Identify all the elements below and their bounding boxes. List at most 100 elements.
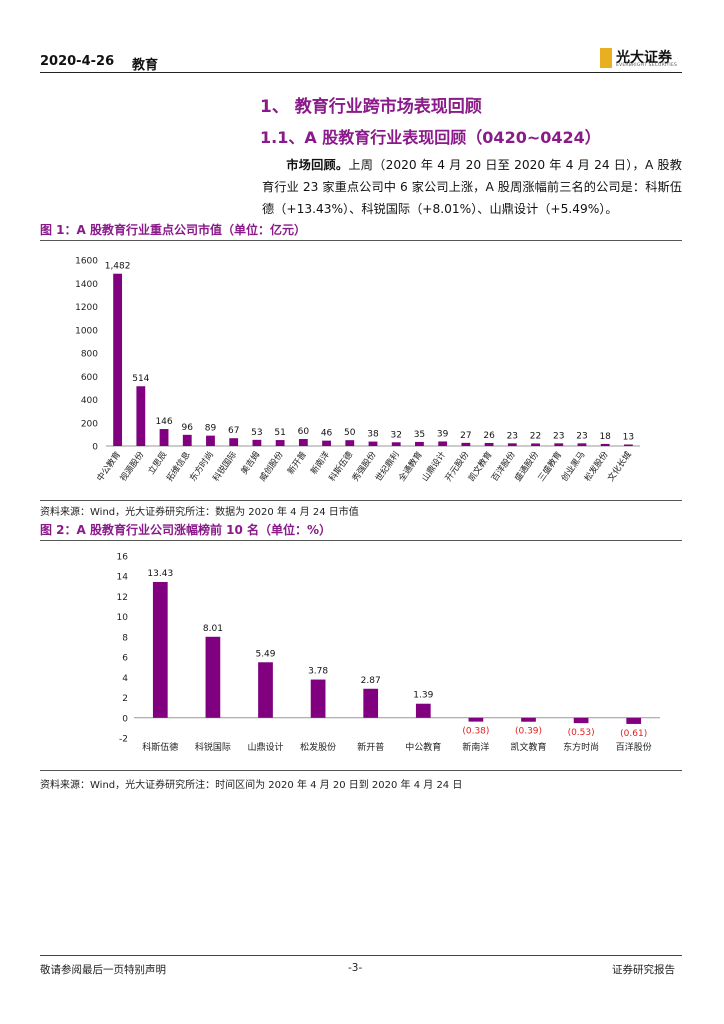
figure1-chart: 020040060080010001200140016001,482中公教育51… [75,257,640,484]
header-section: 教育 [132,58,159,73]
data-label: 39 [437,429,449,439]
subsection-heading: 1.1、A 股教育行业表现回顾（0420~0424） [260,128,601,147]
x-tick-label: 科锐国际 [195,741,231,753]
x-tick-label: 东方时尚 [563,741,599,753]
x-tick-label: 科斯伍德 [142,741,178,753]
bar [577,443,587,446]
y-tick-label: 12 [117,593,128,603]
data-label: 146 [155,417,172,427]
x-tick-label: 新开普 [285,449,309,477]
logo-text: 光大证券 [616,50,672,66]
y-tick-label: 400 [81,396,98,406]
bar [438,441,448,446]
y-tick-label: 14 [117,573,129,583]
header-date: 2020-4-26 [40,54,115,69]
data-label: 514 [132,374,149,384]
data-label: 27 [460,431,471,441]
x-tick-label: 科锐国际 [211,449,240,484]
data-label: (0.38) [462,727,489,737]
data-label: 50 [344,428,356,438]
bar [600,443,610,446]
data-label: 23 [576,431,587,441]
y-tick-label: -2 [119,735,128,745]
bar [310,679,326,718]
y-tick-label: 8 [122,633,128,643]
figure1-source: 资料来源：Wind，光大证券研究所注：数据为 2020 年 4 月 24 日市值 [40,507,359,518]
x-tick-label: 山鼎设计 [247,741,283,753]
bar [159,429,169,446]
data-label: 8.01 [203,624,223,634]
bar [484,442,494,446]
bar [391,442,401,446]
bar [626,717,642,724]
data-label: 5.49 [255,649,275,659]
bar [113,273,123,446]
brand-logo: 光大证券 EVERBRIGHT SECURITIES [600,46,684,70]
y-tick-label: 10 [117,613,129,623]
bar [205,636,221,718]
y-tick-label: 1000 [75,326,98,336]
data-label: 22 [530,431,541,441]
x-tick-label: 百洋股份 [616,741,652,753]
data-label: (0.39) [515,727,542,737]
page-number: -3- [348,962,363,974]
y-tick-label: 1200 [75,303,98,313]
bar [152,581,168,718]
data-label: 13 [623,432,634,442]
bar [415,703,431,718]
data-label: (0.53) [568,728,595,738]
section-heading: 1、 教育行业跨市场表现回顾 [260,97,482,117]
x-tick-label: 新南洋 [462,741,489,753]
y-tick-label: 16 [117,553,129,563]
data-label: 3.78 [308,667,328,677]
bar [415,441,424,446]
bar [468,717,484,722]
bar [531,443,540,446]
bar [363,688,379,718]
figure1-top-rule [40,240,682,241]
footer-report-type: 证券研究报告 [612,964,675,976]
data-label: 35 [414,430,425,440]
figure2-title: 图 2：A 股教育行业公司涨幅榜前 10 名（单位：%） [40,523,332,537]
bar [258,662,273,718]
bar [368,441,378,446]
paragraph-body: 上周（2020 年 4 月 20 日至 2020 年 4 月 24 日），A 股… [262,158,682,216]
bar [229,438,239,446]
x-tick-label: 美吉姆 [239,449,263,477]
y-tick-label: 1600 [75,257,98,267]
bar [461,442,471,446]
data-label: 67 [228,426,239,436]
bar [322,440,331,446]
data-label: 38 [367,430,379,440]
market-review-paragraph: 市场回顾。上周（2020 年 4 月 20 日至 2020 年 4 月 24 日… [262,154,682,220]
x-tick-label: 松发股份 [300,741,336,753]
bar [521,717,536,722]
x-tick-label: 威创股份 [257,449,286,484]
bar [345,440,355,446]
logo-mark-icon [600,48,612,68]
figure1-bottom-rule [40,500,682,501]
data-label: 60 [298,427,310,437]
data-label: 89 [205,424,217,434]
x-tick-label: 新开普 [357,741,384,753]
y-tick-label: 600 [81,373,98,383]
bar [182,434,192,446]
bar [206,435,215,446]
bar [573,717,589,724]
data-label: 18 [599,432,611,442]
data-label: 23 [553,431,564,441]
x-tick-label: 凯文教育 [510,741,546,753]
data-label: 53 [251,428,262,438]
x-tick-label: 中公教育 [405,741,441,753]
x-tick-label: 新南洋 [308,449,332,477]
data-label: 1,482 [105,262,131,272]
bar [275,440,285,446]
y-tick-label: 800 [81,350,98,360]
y-tick-label: 0 [122,714,128,724]
bar [252,439,262,446]
data-label: 96 [182,423,194,433]
data-label: 2.87 [361,676,381,686]
data-label: 1.39 [413,691,433,701]
logo-subtext: EVERBRIGHT SECURITIES [616,63,678,68]
x-tick-label: 视源股份 [118,449,147,484]
